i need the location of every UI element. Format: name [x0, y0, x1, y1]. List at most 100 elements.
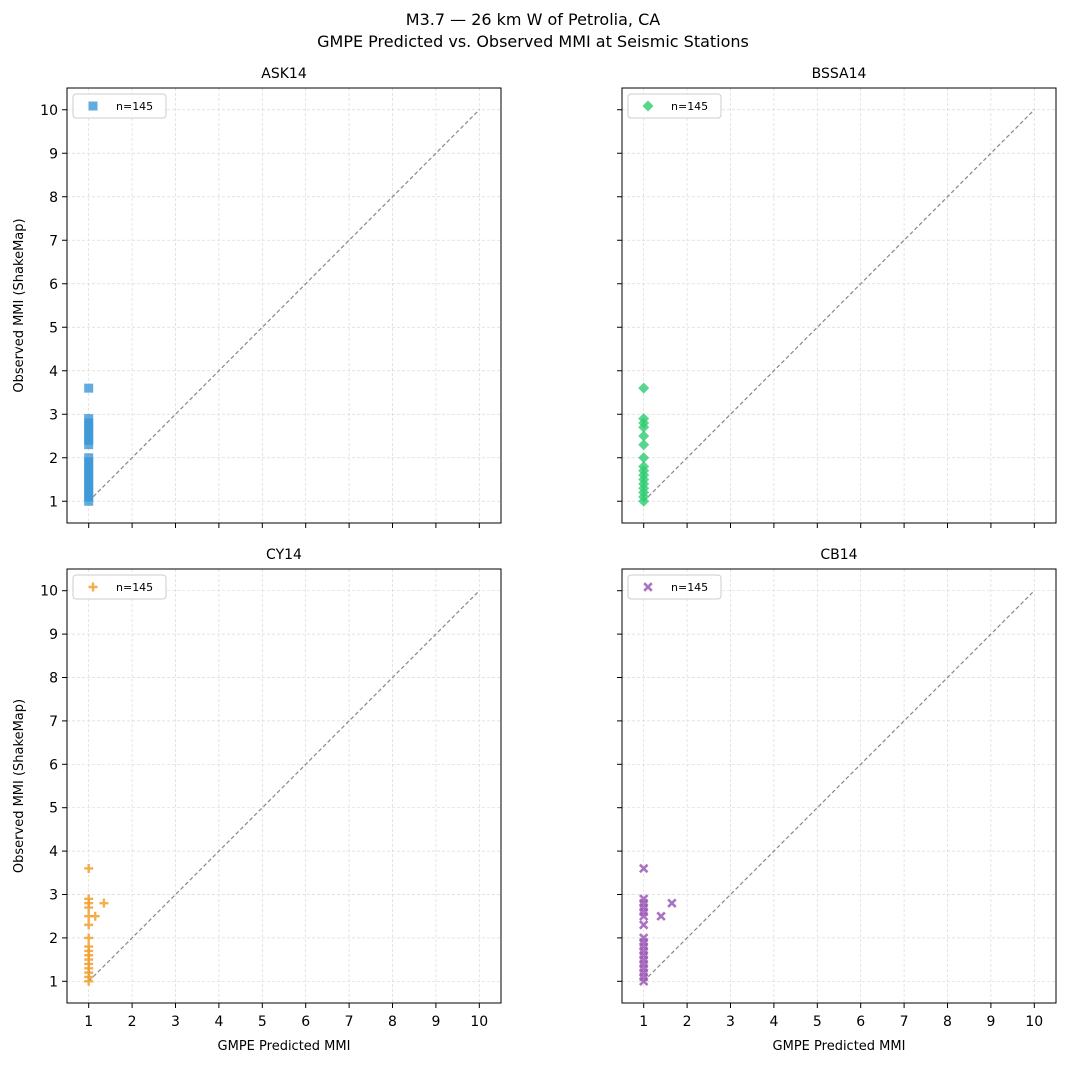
data-point [638, 920, 649, 930]
subplot-title: CY14 [266, 547, 302, 563]
legend-box [627, 574, 722, 600]
x-tick-label: 8 [943, 1014, 952, 1030]
y-axis-label: Observed MMI (ShakeMap) [12, 218, 27, 392]
y-tick-label: 4 [49, 844, 58, 860]
x-tick-label: 3 [171, 1014, 180, 1030]
x-tick-label: 2 [683, 1014, 692, 1030]
y-tick-label: 7 [49, 233, 58, 249]
axes-frame [66, 568, 502, 1004]
figure-title: M3.7 — 26 km W of Petrolia, CA [405, 10, 661, 29]
x-tick-label: 1 [84, 1014, 93, 1030]
reference-line [88, 590, 480, 982]
data-point [84, 863, 94, 873]
data-point [638, 976, 649, 987]
y-tick-label: 8 [49, 190, 58, 206]
data-point [656, 911, 666, 921]
y-tick-label: 7 [49, 714, 58, 730]
data-point [638, 421, 650, 433]
data-point [638, 439, 650, 451]
legend-label: n=145 [116, 100, 153, 113]
data-point [90, 911, 100, 921]
y-tick-label: 9 [49, 146, 58, 162]
data-point [84, 383, 94, 393]
reference-line [643, 590, 1035, 982]
subplot-ask14: 1 2 3 4 5 6 7 8 9 10 ASK14 Observed MMI (ShakeMap) n… [12, 66, 502, 528]
x-tick-label: 3 [726, 1014, 735, 1030]
subplot-title: ASK14 [261, 66, 307, 82]
y-tick-label: 3 [49, 888, 58, 904]
subplot-cb14: 1 2 3 4 5 6 7 8 9 10 CB14 GMPE Predicted MMI n=145 [617, 547, 1057, 1054]
data-point [638, 863, 649, 874]
reference-line [643, 109, 1035, 502]
x-tick-label: 7 [345, 1014, 354, 1030]
x-tick-label: 5 [258, 1014, 267, 1030]
subplot-cy14: 1 2 3 4 5 6 7 8 9 10 1 2 3 4 5 6 7 8 9 10 CY14 GMPE Predicted… [12, 547, 502, 1054]
data-point [84, 976, 94, 986]
x-tick-label: 10 [1025, 1014, 1043, 1030]
x-axis-label: GMPE Predicted MMI [218, 1039, 351, 1054]
x-tick-label: 10 [470, 1014, 488, 1030]
data-point [638, 382, 650, 394]
y-tick-label: 9 [49, 627, 58, 643]
x-axis-label: GMPE Predicted MMI [773, 1039, 906, 1054]
y-tick-label: 5 [49, 320, 58, 336]
legend-marker [642, 100, 654, 112]
legend-label: n=145 [671, 581, 708, 594]
x-tick-label: 6 [301, 1014, 310, 1030]
legend-box [627, 93, 722, 119]
y-tick-label: 1 [49, 494, 58, 510]
x-tick-label: 5 [813, 1014, 822, 1030]
y-tick-label: 5 [49, 801, 58, 817]
data-point [84, 920, 94, 930]
legend: n=145 [72, 574, 167, 600]
x-tick-label: 4 [214, 1014, 223, 1030]
legend-label: n=145 [116, 581, 153, 594]
y-tick-label: 2 [49, 931, 58, 947]
axes-frame [621, 87, 1057, 524]
y-tick-label: 3 [49, 407, 58, 423]
data-point [638, 430, 650, 442]
data-point [84, 496, 94, 506]
y-tick-label: 8 [49, 671, 58, 687]
legend-marker [88, 101, 98, 111]
subplot-bssa14: BSSA14 n=145 [617, 66, 1057, 528]
x-tick-label: 8 [388, 1014, 397, 1030]
legend-marker [88, 582, 98, 592]
x-tick-label: 6 [856, 1014, 865, 1030]
data-point [99, 898, 109, 908]
x-tick-label: 2 [128, 1014, 137, 1030]
subplot-title: CB14 [820, 547, 857, 563]
reference-line [88, 109, 480, 502]
legend: n=145 [627, 93, 722, 119]
axes-frame [621, 568, 1057, 1004]
x-tick-label: 9 [986, 1014, 995, 1030]
data-point [638, 911, 649, 921]
x-tick-label: 7 [900, 1014, 909, 1030]
legend-marker [643, 582, 653, 592]
legend: n=145 [72, 93, 167, 119]
figure-subtitle: GMPE Predicted vs. Observed MMI at Seism… [317, 32, 749, 51]
legend-label: n=145 [671, 100, 708, 113]
y-tick-label: 4 [49, 364, 58, 380]
data-point [84, 440, 94, 450]
y-tick-label: 1 [49, 974, 58, 990]
x-tick-label: 4 [769, 1014, 778, 1030]
y-tick-label: 2 [49, 451, 58, 467]
data-point [638, 495, 650, 507]
legend: n=145 [627, 574, 722, 600]
axes-frame [66, 87, 502, 524]
y-tick-label: 6 [49, 757, 58, 773]
data-point [84, 933, 94, 943]
legend-box [72, 93, 167, 119]
y-axis-label: Observed MMI (ShakeMap) [12, 699, 27, 873]
subplot-title: BSSA14 [812, 66, 867, 82]
y-tick-label: 10 [40, 103, 58, 119]
data-point [667, 898, 677, 908]
legend-box [72, 574, 167, 600]
x-tick-label: 9 [431, 1014, 440, 1030]
y-tick-label: 6 [49, 277, 58, 293]
x-tick-label: 1 [639, 1014, 648, 1030]
data-point [84, 903, 94, 913]
y-tick-label: 10 [40, 584, 58, 600]
